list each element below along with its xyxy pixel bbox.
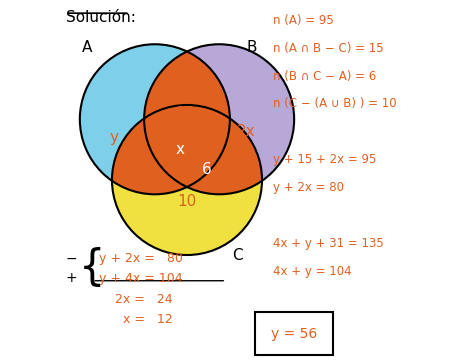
Circle shape [80, 44, 230, 194]
Circle shape [80, 44, 230, 194]
Text: x: x [175, 142, 184, 157]
Circle shape [112, 105, 262, 255]
Text: Solución:: Solución: [65, 10, 136, 25]
Text: {: { [79, 247, 106, 289]
Text: 6: 6 [202, 162, 211, 177]
Text: −: − [65, 252, 77, 266]
Circle shape [144, 44, 294, 194]
Circle shape [112, 105, 262, 255]
Text: y = 56: y = 56 [271, 327, 317, 341]
Text: A: A [82, 40, 92, 55]
Circle shape [144, 44, 294, 194]
Text: y + 2x = 80: y + 2x = 80 [273, 181, 344, 194]
Text: y: y [109, 130, 118, 145]
Text: 4x + y = 104: 4x + y = 104 [273, 265, 351, 278]
Text: n (C − (A ∪ B) ) = 10: n (C − (A ∪ B) ) = 10 [273, 98, 396, 111]
Text: 10: 10 [177, 194, 197, 209]
Text: n (A) = 95: n (A) = 95 [273, 14, 334, 27]
Text: 4x + y + 31 = 135: 4x + y + 31 = 135 [273, 237, 383, 250]
Text: 2x: 2x [237, 124, 255, 139]
Text: 15: 15 [175, 107, 195, 121]
Circle shape [144, 44, 294, 194]
FancyBboxPatch shape [255, 312, 333, 355]
Circle shape [80, 44, 230, 194]
Circle shape [80, 44, 230, 194]
Text: x =   12: x = 12 [100, 313, 173, 326]
Circle shape [112, 105, 262, 255]
Text: C: C [232, 248, 242, 262]
Text: n (A ∩ B − C) = 15: n (A ∩ B − C) = 15 [273, 42, 383, 55]
Text: +: + [65, 271, 77, 285]
Text: y + 15 + 2x = 95: y + 15 + 2x = 95 [273, 153, 376, 166]
Text: n (B ∩ C − A) = 6: n (B ∩ C − A) = 6 [273, 69, 376, 82]
Text: 2x =   24: 2x = 24 [100, 293, 173, 306]
Text: y + 4x = 104: y + 4x = 104 [100, 272, 183, 285]
Circle shape [80, 44, 230, 194]
Text: y + 2x =   80: y + 2x = 80 [100, 252, 183, 265]
Text: B: B [246, 40, 256, 55]
Circle shape [144, 44, 294, 194]
